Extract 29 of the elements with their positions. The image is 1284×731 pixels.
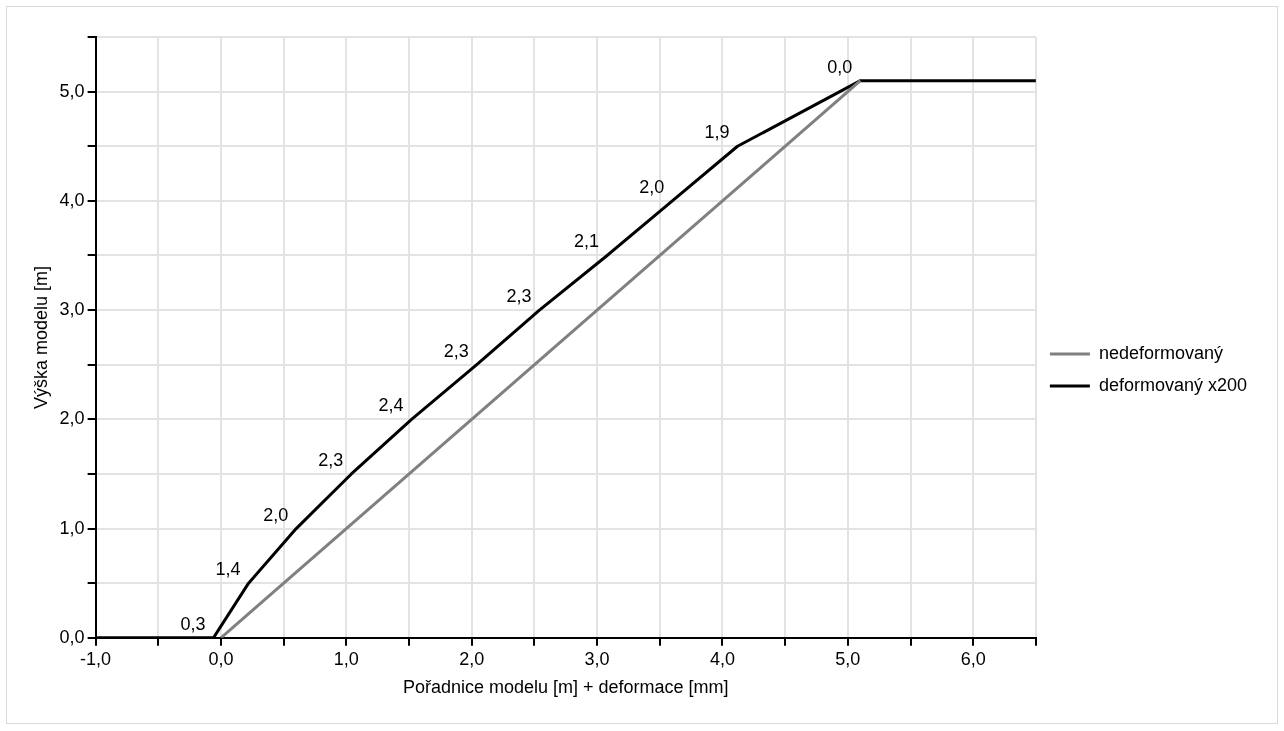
annotation: 2,4 [378, 395, 404, 416]
annotation: 1,4 [215, 559, 241, 580]
x-tick-label: 0,0 [208, 648, 234, 669]
x-tick-label: 4,0 [709, 648, 735, 669]
x-tick-label: 5,0 [835, 648, 861, 669]
y-tick-label: 3,0 [59, 299, 85, 320]
x-tick-label: 3,0 [584, 648, 610, 669]
annotation: 2,0 [639, 176, 665, 197]
y-axis-title: Výška modelu [m] [30, 265, 51, 409]
x-axis-title: Pořadnice modelu [m] + deformace [mm] [402, 677, 729, 698]
annotation: 0,0 [827, 56, 853, 77]
y-tick-label: 5,0 [59, 80, 85, 101]
annotation: 2,0 [263, 504, 289, 525]
x-tick-label: -1,0 [80, 648, 112, 669]
annotation: 2,3 [506, 286, 532, 307]
x-tick-label: 1,0 [333, 648, 359, 669]
y-tick-label: 1,0 [59, 517, 85, 538]
x-tick-label: 6,0 [960, 648, 986, 669]
annotation: 0,3 [180, 613, 206, 634]
y-tick-label: 4,0 [59, 189, 85, 210]
y-tick-label: 2,0 [59, 408, 85, 429]
annotation: 2,3 [443, 340, 469, 361]
legend-label: deformovaný x200 [1098, 374, 1248, 395]
annotation: 2,3 [318, 449, 344, 470]
x-tick-label: 2,0 [459, 648, 485, 669]
annotation: 2,1 [574, 231, 600, 252]
annotation: 1,9 [704, 122, 730, 143]
legend-label: nedeformovaný [1098, 342, 1223, 363]
y-tick-label: 0,0 [59, 626, 85, 647]
